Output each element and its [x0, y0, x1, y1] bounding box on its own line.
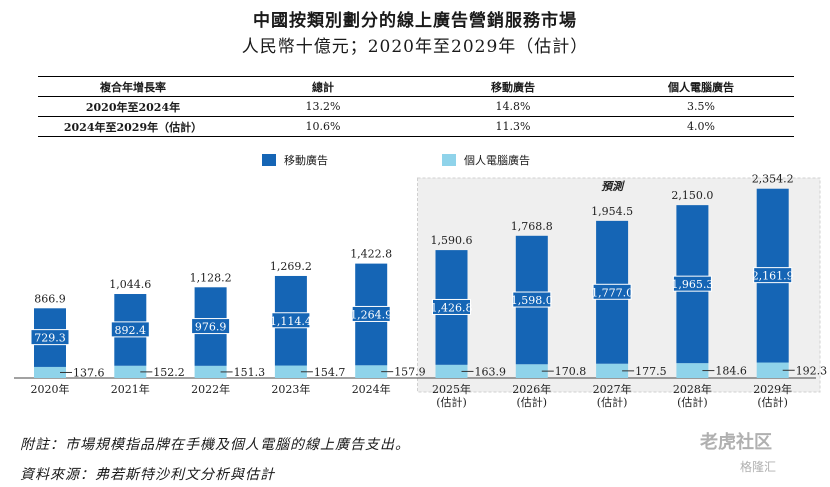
cagr-cell-mobile: 11.3% — [418, 116, 608, 137]
mobile-value-label: 1,114.4 — [270, 315, 312, 328]
total-value-label: 1,422.8 — [350, 248, 392, 261]
bar-pc — [355, 365, 388, 378]
table-row: 2024年至2029年（估計） 10.6% 11.3% 4.0% — [38, 116, 794, 137]
pc-value-label: 137.6 — [73, 366, 105, 379]
bar-pc — [274, 365, 307, 378]
legend-label-pc: 個人電腦廣告 — [464, 154, 530, 167]
cagr-table: 複合年增長率 總計 移動廣告 個人電腦廣告 2020年至2024年 13.2% … — [38, 76, 794, 137]
x-tick-label: 2024年 — [352, 382, 391, 396]
x-tick-label: 2028年 — [673, 382, 712, 396]
legend-item-mobile: 移動廣告 — [262, 152, 328, 168]
mobile-value-label: 1,598.0 — [511, 294, 553, 307]
x-tick-label: 2023年 — [271, 382, 310, 396]
total-value-label: 1,590.6 — [431, 234, 473, 247]
cagr-cell-pc: 3.5% — [608, 96, 794, 117]
pc-value-label: 157.9 — [394, 366, 426, 379]
x-tick-label: (估計) — [517, 395, 548, 409]
cagr-header-label: 複合年增長率 — [38, 76, 228, 97]
cagr-header-total: 總計 — [228, 76, 418, 97]
x-tick-label: (估計) — [436, 395, 467, 409]
bar-pc — [515, 364, 548, 378]
mobile-value-box — [30, 329, 70, 346]
total-value-label: 2,150.0 — [671, 189, 713, 202]
total-value-label: 1,128.2 — [190, 271, 232, 284]
mobile-value-box — [191, 318, 231, 335]
mobile-value-box — [512, 291, 552, 308]
pc-value-label: 177.5 — [635, 365, 667, 378]
total-value-label: 866.9 — [34, 292, 66, 305]
x-tick-label: 2021年 — [111, 382, 150, 396]
mobile-value-box — [351, 305, 391, 322]
source-note: 資料來源：弗若斯特沙利文分析與估計 — [20, 467, 275, 483]
mobile-value-label: 1,777.0 — [591, 286, 633, 299]
x-tick-label: (估計) — [677, 395, 708, 409]
mobile-value-label: 1,426.8 — [431, 301, 473, 314]
mobile-value-label: 892.4 — [115, 324, 147, 337]
mobile-value-label: 1,264.9 — [350, 308, 392, 321]
mobile-value-box — [271, 312, 311, 329]
chart-title: 中國按類別劃分的線上廣告營銷服務市場 — [253, 11, 577, 31]
mobile-value-label: 976.9 — [195, 321, 227, 334]
cagr-cell-pc: 4.0% — [608, 116, 794, 137]
total-value-label: 2,354.2 — [752, 173, 794, 186]
watermark-brand: 老虎社区 — [700, 432, 772, 453]
x-tick-label: (估計) — [597, 395, 628, 409]
pc-value-label: 170.8 — [555, 365, 587, 378]
pc-value-label: 163.9 — [475, 365, 507, 378]
cagr-header-pc: 個人電腦廣告 — [608, 76, 794, 97]
pc-value-label: 151.3 — [234, 366, 266, 379]
table-row: 2020年至2024年 13.2% 14.8% 3.5% — [38, 96, 794, 117]
pc-value-label: 154.7 — [314, 366, 346, 379]
footnote: 附註：市場規模指品牌在手機及個人電腦的線上廣告支出。 — [20, 437, 410, 453]
cagr-cell-total: 10.6% — [228, 116, 418, 137]
total-value-label: 1,768.8 — [511, 220, 553, 233]
mobile-value-box — [672, 275, 712, 292]
bar-pc — [194, 365, 227, 378]
mobile-value-box — [753, 267, 793, 284]
mobile-value-label: 2,161.9 — [752, 270, 794, 283]
watermark-sub: 格隆汇 — [740, 460, 777, 474]
cagr-header-mobile: 移動廣告 — [418, 76, 608, 97]
mobile-value-label: 1,965.3 — [671, 278, 713, 291]
x-tick-label: 2027年 — [593, 382, 632, 396]
bar-pc — [114, 365, 147, 378]
stacked-bar-chart: 預測729.3866.9137.62020年892.41,044.6152.22… — [14, 173, 828, 409]
pc-value-label: 184.6 — [715, 365, 747, 378]
x-tick-label: 2029年 — [753, 382, 792, 396]
legend-swatch-pc — [442, 154, 456, 166]
cagr-row-label: 2020年至2024年 — [38, 96, 228, 117]
forecast-label: 預測 — [601, 180, 625, 193]
mobile-value-box — [432, 298, 471, 315]
total-value-label: 1,269.2 — [270, 260, 312, 273]
x-tick-label: (估計) — [757, 395, 788, 409]
total-value-label: 1,954.5 — [591, 205, 633, 218]
cagr-cell-mobile: 14.8% — [418, 96, 608, 117]
bar-pc — [676, 363, 709, 378]
bar-pc — [756, 362, 789, 378]
legend-label-mobile: 移動廣告 — [284, 154, 328, 167]
legend-item-pc: 個人電腦廣告 — [442, 152, 530, 168]
mobile-value-label: 729.3 — [34, 332, 66, 345]
bar-pc — [435, 364, 468, 378]
cagr-table-header-row: 複合年增長率 總計 移動廣告 個人電腦廣告 — [38, 76, 794, 97]
mobile-value-box — [592, 283, 632, 300]
total-value-label: 1,044.6 — [109, 278, 151, 291]
x-tick-label: 2025年 — [432, 382, 471, 396]
bar-pc — [34, 366, 66, 378]
bar-pc — [596, 363, 629, 378]
chart-subtitle: 人民幣十億元；2020年至2029年（估計） — [241, 37, 589, 57]
pc-value-label: 192.3 — [796, 364, 828, 377]
mobile-value-box — [110, 321, 150, 338]
x-tick-label: 2020年 — [31, 382, 70, 396]
x-tick-label: 2026年 — [512, 382, 551, 396]
cagr-row-label: 2024年至2029年（估計） — [38, 116, 228, 137]
x-tick-label: 2022年 — [191, 382, 230, 396]
cagr-cell-total: 13.2% — [228, 96, 418, 117]
pc-value-label: 152.2 — [153, 366, 185, 379]
legend-swatch-mobile — [262, 154, 276, 166]
